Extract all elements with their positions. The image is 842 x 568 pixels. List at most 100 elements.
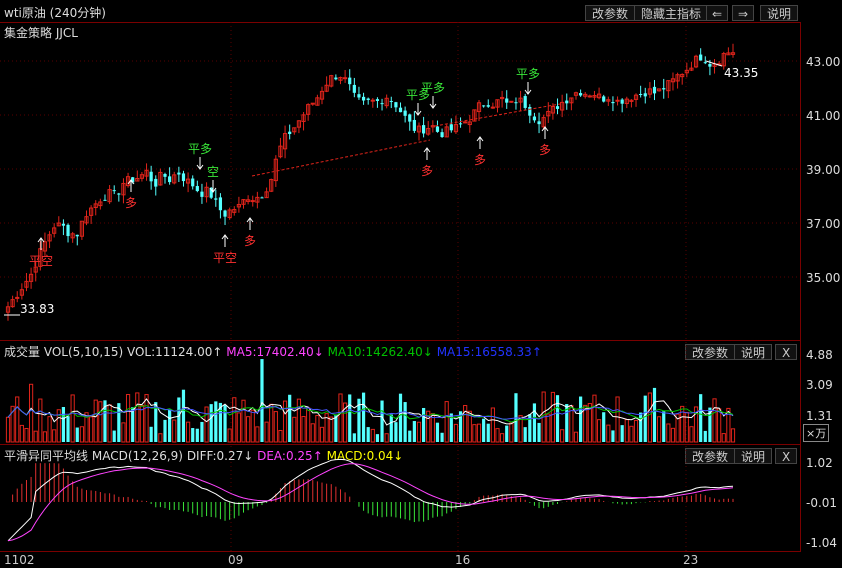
volume-unit-label: ×万: [803, 424, 830, 442]
hide-main-indicator-button[interactable]: 隐藏主指标: [634, 5, 709, 21]
signal-arrow-head: [37, 237, 45, 243]
volume-bar: [416, 421, 422, 443]
signal-arrow-head: [524, 89, 532, 95]
volume-bar: [482, 418, 486, 442]
candle-body: [15, 296, 20, 299]
volume-bar: [288, 394, 292, 442]
volume-bar: [56, 409, 61, 443]
volume-bar: [52, 429, 57, 443]
candle-body: [583, 93, 588, 97]
candle-body: [329, 75, 334, 87]
candle-body: [541, 117, 546, 128]
volume-bar: [555, 395, 560, 442]
change-params-button[interactable]: 改参数: [585, 5, 636, 21]
candle-body: [721, 53, 726, 67]
volume-bar: [624, 419, 629, 443]
scroll-right-button[interactable]: ⇒: [732, 5, 755, 21]
macd-name: 平滑异同平均线: [4, 449, 89, 463]
macd-diff-line: [7, 458, 734, 542]
candle-body: [135, 177, 140, 182]
volume-bar: [278, 429, 283, 443]
volume-bar: [10, 405, 15, 443]
volume-bar: [139, 404, 145, 443]
volume-bar: [348, 394, 352, 442]
volume-bar: [125, 394, 131, 443]
candle-body: [394, 102, 398, 108]
candle-body: [47, 234, 52, 242]
volume-bar: [310, 423, 315, 443]
volume-bar: [647, 392, 652, 443]
candle-body: [93, 203, 98, 208]
volume-bar: [357, 398, 361, 442]
candle-body: [334, 77, 338, 80]
volume-ma5: MA5:17402.40↓: [226, 345, 324, 359]
candle-body: [149, 171, 153, 182]
volume-bar: [422, 407, 426, 442]
help-button[interactable]: 说明: [760, 5, 799, 21]
volume-bar: [453, 423, 459, 443]
volume-bar: [403, 402, 407, 442]
candle-body: [139, 174, 145, 179]
candle-body: [662, 88, 666, 90]
candle-body: [476, 102, 482, 113]
candle-body: [587, 95, 592, 98]
volume-bar: [343, 402, 348, 443]
candle-body: [306, 104, 311, 115]
candle-body: [472, 109, 477, 122]
volume-bar: [195, 428, 199, 442]
volume-bar: [639, 412, 643, 442]
candle-body: [565, 100, 569, 104]
candle-body: [579, 93, 583, 96]
candle-body: [315, 97, 320, 106]
candle-body: [389, 100, 393, 102]
candle-body: [264, 191, 269, 199]
volume-bar: [144, 394, 149, 443]
candle-body: [246, 199, 251, 202]
macd-params: MACD(12,26,9): [91, 449, 183, 463]
volume-bar: [675, 413, 680, 443]
volume-bar: [24, 427, 29, 443]
low-price-label: 33.83: [20, 302, 55, 316]
volume-name: 成交量: [4, 345, 41, 359]
candle-body: [158, 171, 163, 186]
volume-bar: [89, 416, 94, 443]
candle-body: [652, 86, 657, 94]
volume-bar: [5, 416, 11, 443]
volume-bar: [712, 398, 717, 443]
candle-body: [250, 200, 255, 203]
macd-help-button[interactable]: 说明: [734, 448, 773, 464]
trend-line: [434, 103, 561, 127]
signal-arrow-head: [429, 103, 437, 109]
candle-body: [680, 73, 685, 78]
macd-params-button[interactable]: 改参数: [685, 448, 736, 464]
volume-close-button[interactable]: X: [775, 344, 798, 360]
scroll-left-button[interactable]: ⇐: [706, 5, 729, 21]
signal-label: 平多: [188, 142, 212, 156]
x-tick-09: 09: [228, 553, 244, 567]
volume-bar: [643, 395, 647, 442]
volume-bar: [500, 433, 505, 443]
volume-bar: [319, 426, 325, 443]
candle-body: [366, 98, 370, 100]
volume-bar: [75, 427, 79, 442]
macd-close-button[interactable]: X: [775, 448, 798, 464]
volume-bar: [389, 414, 393, 442]
signal-label: 多: [474, 153, 486, 167]
candle-body: [84, 216, 89, 224]
volume-bar: [315, 415, 320, 443]
candle-body: [412, 119, 416, 131]
candle-body: [703, 62, 707, 64]
candle-body: [523, 96, 527, 108]
candle-body: [596, 93, 602, 99]
volume-bar: [306, 407, 311, 443]
candle-body: [370, 99, 375, 102]
signal-label: 平多: [421, 81, 445, 95]
candle-body: [33, 266, 38, 273]
candle-body: [52, 227, 57, 234]
volume-help-button[interactable]: 说明: [734, 344, 773, 360]
volume-bar: [149, 426, 153, 442]
signal-arrow-head: [423, 147, 431, 153]
volume-bar: [117, 403, 121, 442]
volume-bar: [236, 412, 241, 443]
